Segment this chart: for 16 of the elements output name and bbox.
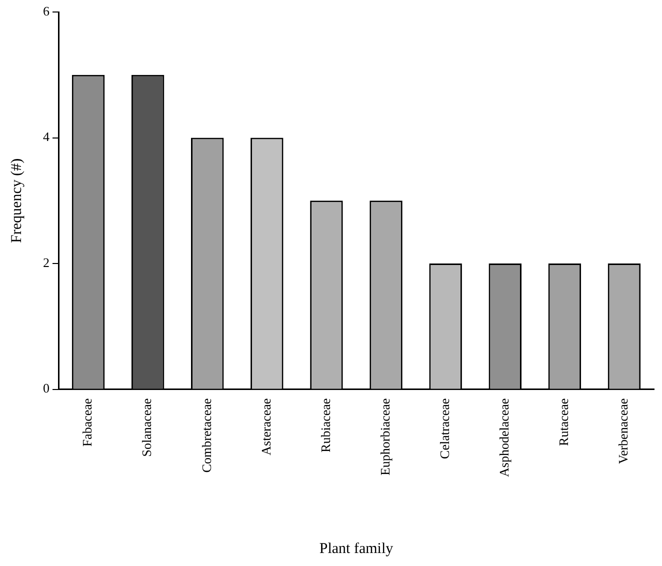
x-tick-label: Asteraceae: [258, 398, 274, 456]
x-tick-label: Solanaceae: [139, 398, 154, 457]
y-tick-label: 4: [43, 129, 50, 144]
x-tick-label: Euphorbiaceae: [377, 398, 392, 476]
x-tick-label: Fabaceae: [80, 398, 95, 447]
x-tick-label: Combretaceae: [198, 398, 214, 473]
x-tick-label: Verbenaceae: [616, 398, 631, 464]
x-axis-title: Plant family: [319, 540, 394, 557]
x-tick-label: Celatraceae: [436, 398, 452, 459]
y-tick-label: 2: [43, 254, 50, 270]
y-tick-label: 6: [43, 3, 50, 18]
x-tick-label: Rutaceae: [556, 398, 572, 446]
x-tick-label: Asphodelaceae: [496, 398, 512, 478]
x-tick-label: Rubiaceae: [318, 398, 333, 452]
y-tick-label: 0: [43, 380, 50, 396]
y-axis-title: Frequency (#): [8, 158, 25, 243]
